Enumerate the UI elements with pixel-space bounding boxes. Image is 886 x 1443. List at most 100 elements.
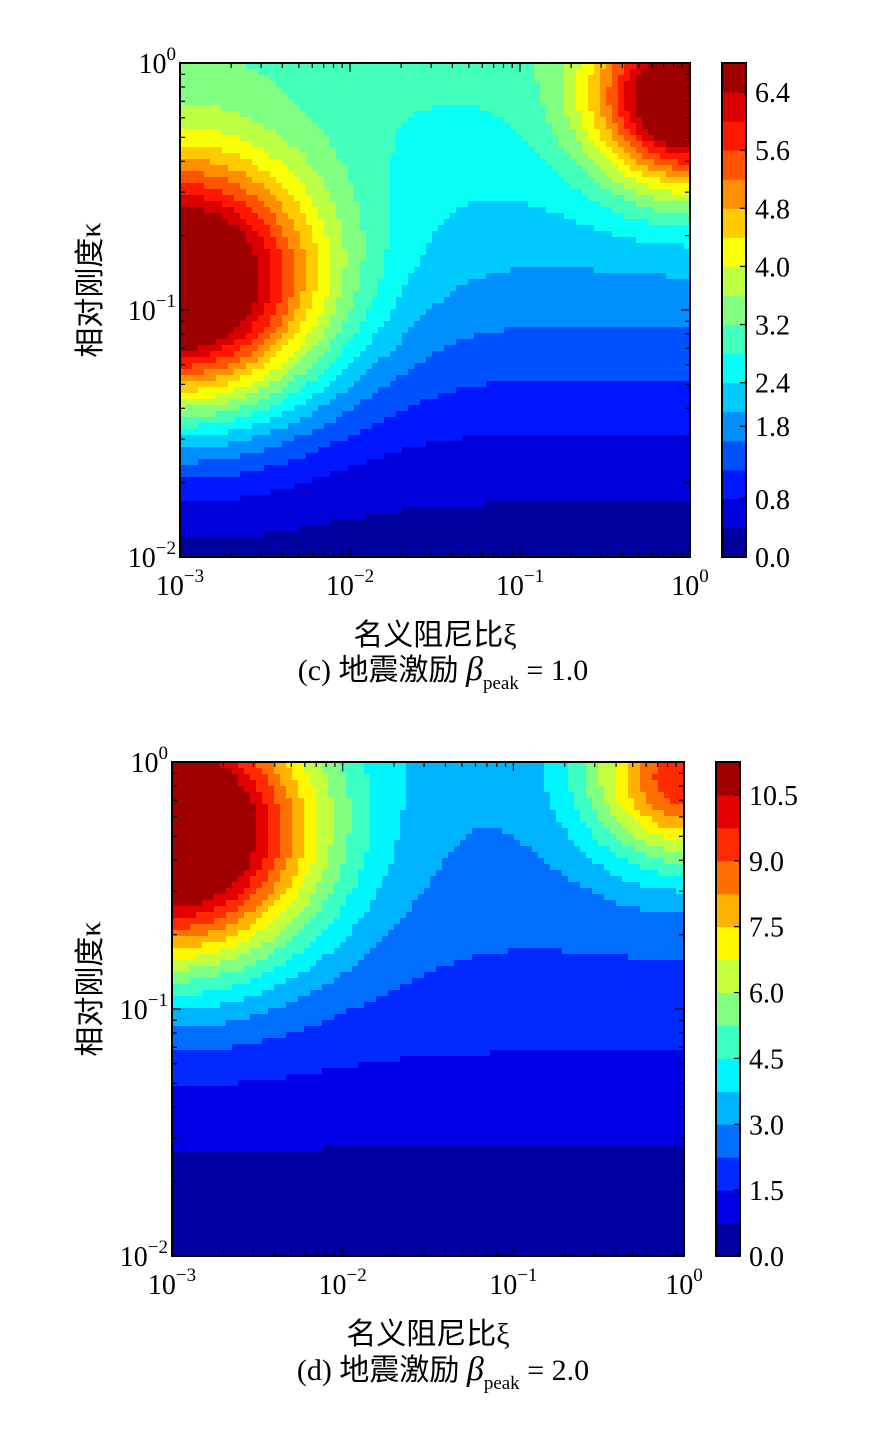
contour-cell	[408, 309, 415, 316]
contour-cell	[210, 393, 217, 400]
contour-cell	[270, 63, 277, 70]
contour-cell	[540, 375, 547, 382]
contour-cell	[252, 153, 259, 160]
contour-cell	[444, 369, 451, 376]
contour-cell	[624, 147, 631, 154]
contour-cell	[600, 273, 607, 280]
contour-cell	[516, 63, 523, 70]
contour-cell	[570, 153, 577, 160]
contour-cell	[378, 129, 385, 136]
contour-cell	[210, 243, 217, 250]
contour-cell	[318, 267, 325, 274]
contour-cell	[564, 285, 571, 292]
contour-cell	[330, 333, 337, 340]
contour-cell	[420, 129, 427, 136]
contour-cell	[426, 225, 433, 232]
contour-cell	[456, 399, 463, 406]
contour-cell	[192, 153, 199, 160]
contour-cell	[270, 411, 277, 418]
contour-cell	[348, 291, 355, 298]
contour-cell	[300, 75, 307, 82]
contour-cell	[426, 255, 433, 262]
contour-cell	[288, 213, 295, 220]
contour-cell	[354, 297, 361, 304]
contour-cell	[630, 147, 637, 154]
contour-cell	[432, 327, 439, 334]
contour-cell	[414, 339, 421, 346]
contour-cell	[516, 357, 523, 364]
contour-cell	[588, 231, 595, 238]
contour-cell	[450, 75, 457, 82]
contour-cell	[312, 387, 319, 394]
contour-cell	[510, 195, 517, 202]
contour-cell	[660, 375, 667, 382]
contour-cell	[192, 117, 199, 124]
contour-cell	[666, 93, 673, 100]
contour-cell	[642, 105, 649, 112]
contour-cell	[270, 171, 277, 178]
contour-cell	[336, 405, 343, 412]
contour-cell	[180, 213, 187, 220]
contour-cell	[450, 291, 457, 298]
contour-cell	[342, 291, 349, 298]
contour-cell	[504, 267, 511, 274]
contour-cell	[624, 303, 631, 310]
contour-cell	[372, 321, 379, 328]
contour-cell	[684, 87, 690, 94]
contour-cell	[612, 225, 619, 232]
contour-cell	[432, 81, 439, 88]
contour-cell	[474, 249, 481, 256]
contour-cell	[456, 207, 463, 214]
contour-cell	[222, 411, 229, 418]
contour-cell	[210, 81, 217, 88]
contour-cell	[522, 117, 529, 124]
contour-cell	[678, 321, 685, 328]
contour-cell	[630, 165, 637, 172]
contour-cell	[432, 177, 439, 184]
contour-cell	[294, 387, 301, 394]
contour-cell	[630, 321, 637, 328]
contour-cell	[390, 273, 397, 280]
contour-cell	[198, 333, 205, 340]
contour-cell	[630, 297, 637, 304]
contour-cell	[678, 213, 685, 220]
contour-cell	[666, 189, 673, 196]
contour-cell	[294, 357, 301, 364]
contour-cell	[618, 63, 625, 70]
contour-cell	[480, 321, 487, 328]
contour-cell	[552, 111, 559, 118]
contour-cell	[420, 141, 427, 148]
contour-cell	[216, 381, 223, 388]
contour-cell	[582, 273, 589, 280]
contour-cell	[540, 321, 547, 328]
contour-cell	[402, 303, 409, 310]
contour-cell	[270, 111, 277, 118]
contour-cell	[486, 381, 493, 388]
contour-cell	[264, 159, 271, 166]
contour-cell	[588, 321, 595, 328]
contour-cell	[564, 261, 571, 268]
contour-cell	[402, 363, 409, 370]
contour-cell	[462, 177, 469, 184]
contour-cell	[420, 225, 427, 232]
contour-cell	[342, 129, 349, 136]
contour-cell	[606, 123, 613, 130]
contour-cell	[324, 105, 331, 112]
contour-cell	[186, 297, 193, 304]
contour-cell	[270, 285, 277, 292]
contour-cell	[180, 165, 187, 172]
contour-cell	[534, 345, 541, 352]
contour-cell	[198, 219, 205, 226]
contour-cell	[324, 165, 331, 172]
contour-cell	[516, 405, 523, 412]
contour-cell	[420, 147, 427, 154]
contour-cell	[360, 393, 367, 400]
contour-cell	[360, 219, 367, 226]
contour-cell	[408, 387, 415, 394]
contour-cell	[576, 411, 583, 418]
contour-cell	[198, 105, 205, 112]
contour-cell	[276, 153, 283, 160]
contour-cell	[324, 159, 331, 166]
contour-cell	[378, 309, 385, 316]
contour-cell	[432, 279, 439, 286]
